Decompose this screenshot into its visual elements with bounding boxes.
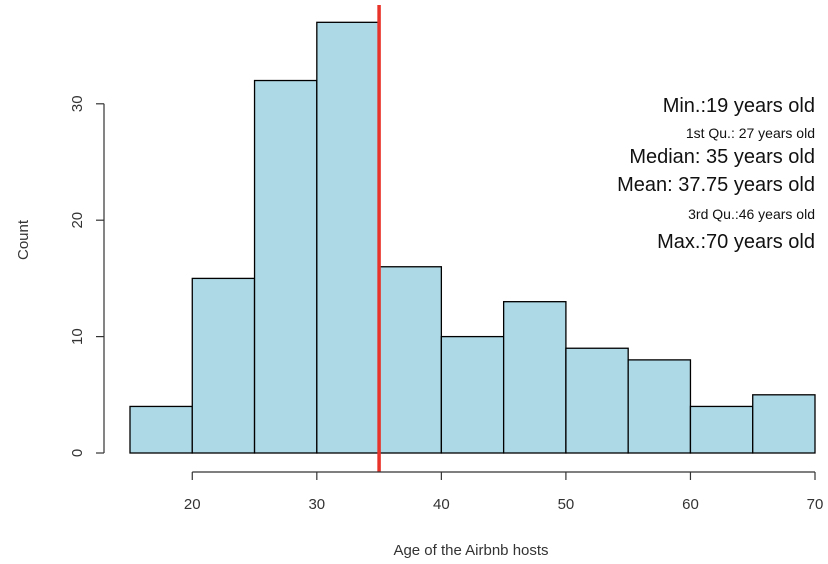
histogram-bar-15-20 xyxy=(129,405,193,454)
x-tick-label-20: 20 xyxy=(184,496,201,513)
y-tick-label-10: 10 xyxy=(69,328,86,345)
x-axis-title: Age of the Airbnb hosts xyxy=(393,542,548,559)
histogram-bar-50-55 xyxy=(565,347,629,454)
histogram-bar-30-35 xyxy=(316,21,380,454)
histogram-bar-65-70 xyxy=(752,394,816,454)
x-tick-label-60: 60 xyxy=(682,496,699,513)
histogram-bar-20-25 xyxy=(191,277,256,454)
x-tick-label-40: 40 xyxy=(433,496,450,513)
summary-statistics: Min.:19 years old 1st Qu.: 27 years old Me… xyxy=(617,95,815,253)
y-tick-label-30: 30 xyxy=(69,95,86,112)
histogram-bars xyxy=(129,21,816,454)
summary-stat-5: Max.:70 years old xyxy=(657,231,815,253)
histogram-bar-45-50 xyxy=(502,301,567,454)
histogram-bar-35-40 xyxy=(378,266,443,454)
x-tick-label-50: 50 xyxy=(558,496,575,513)
summary-stat-4: 3rd Qu.:46 years old xyxy=(688,206,815,222)
x-axis: 20 30 40 50 60 70 xyxy=(184,471,824,513)
y-axis-title: Count xyxy=(15,219,32,260)
histogram-bar-40-45 xyxy=(440,335,505,454)
y-tick-label-0: 0 xyxy=(69,449,86,457)
y-tick-label-20: 20 xyxy=(69,212,86,229)
summary-stat-2: Median: 35 years old xyxy=(629,146,815,168)
histogram-bar-60-65 xyxy=(689,405,754,454)
x-tick-label-70: 70 xyxy=(807,496,824,513)
summary-stat-0: Min.:19 years old xyxy=(663,95,815,117)
summary-stat-1: 1st Qu.: 27 years old xyxy=(686,125,815,141)
x-tick-label-30: 30 xyxy=(308,496,325,513)
y-axis: 0 10 20 30 xyxy=(69,95,105,457)
histogram-bar-25-30 xyxy=(253,79,318,454)
summary-stat-3: Mean: 37.75 years old xyxy=(617,174,815,196)
histogram-bar-55-60 xyxy=(627,359,692,454)
